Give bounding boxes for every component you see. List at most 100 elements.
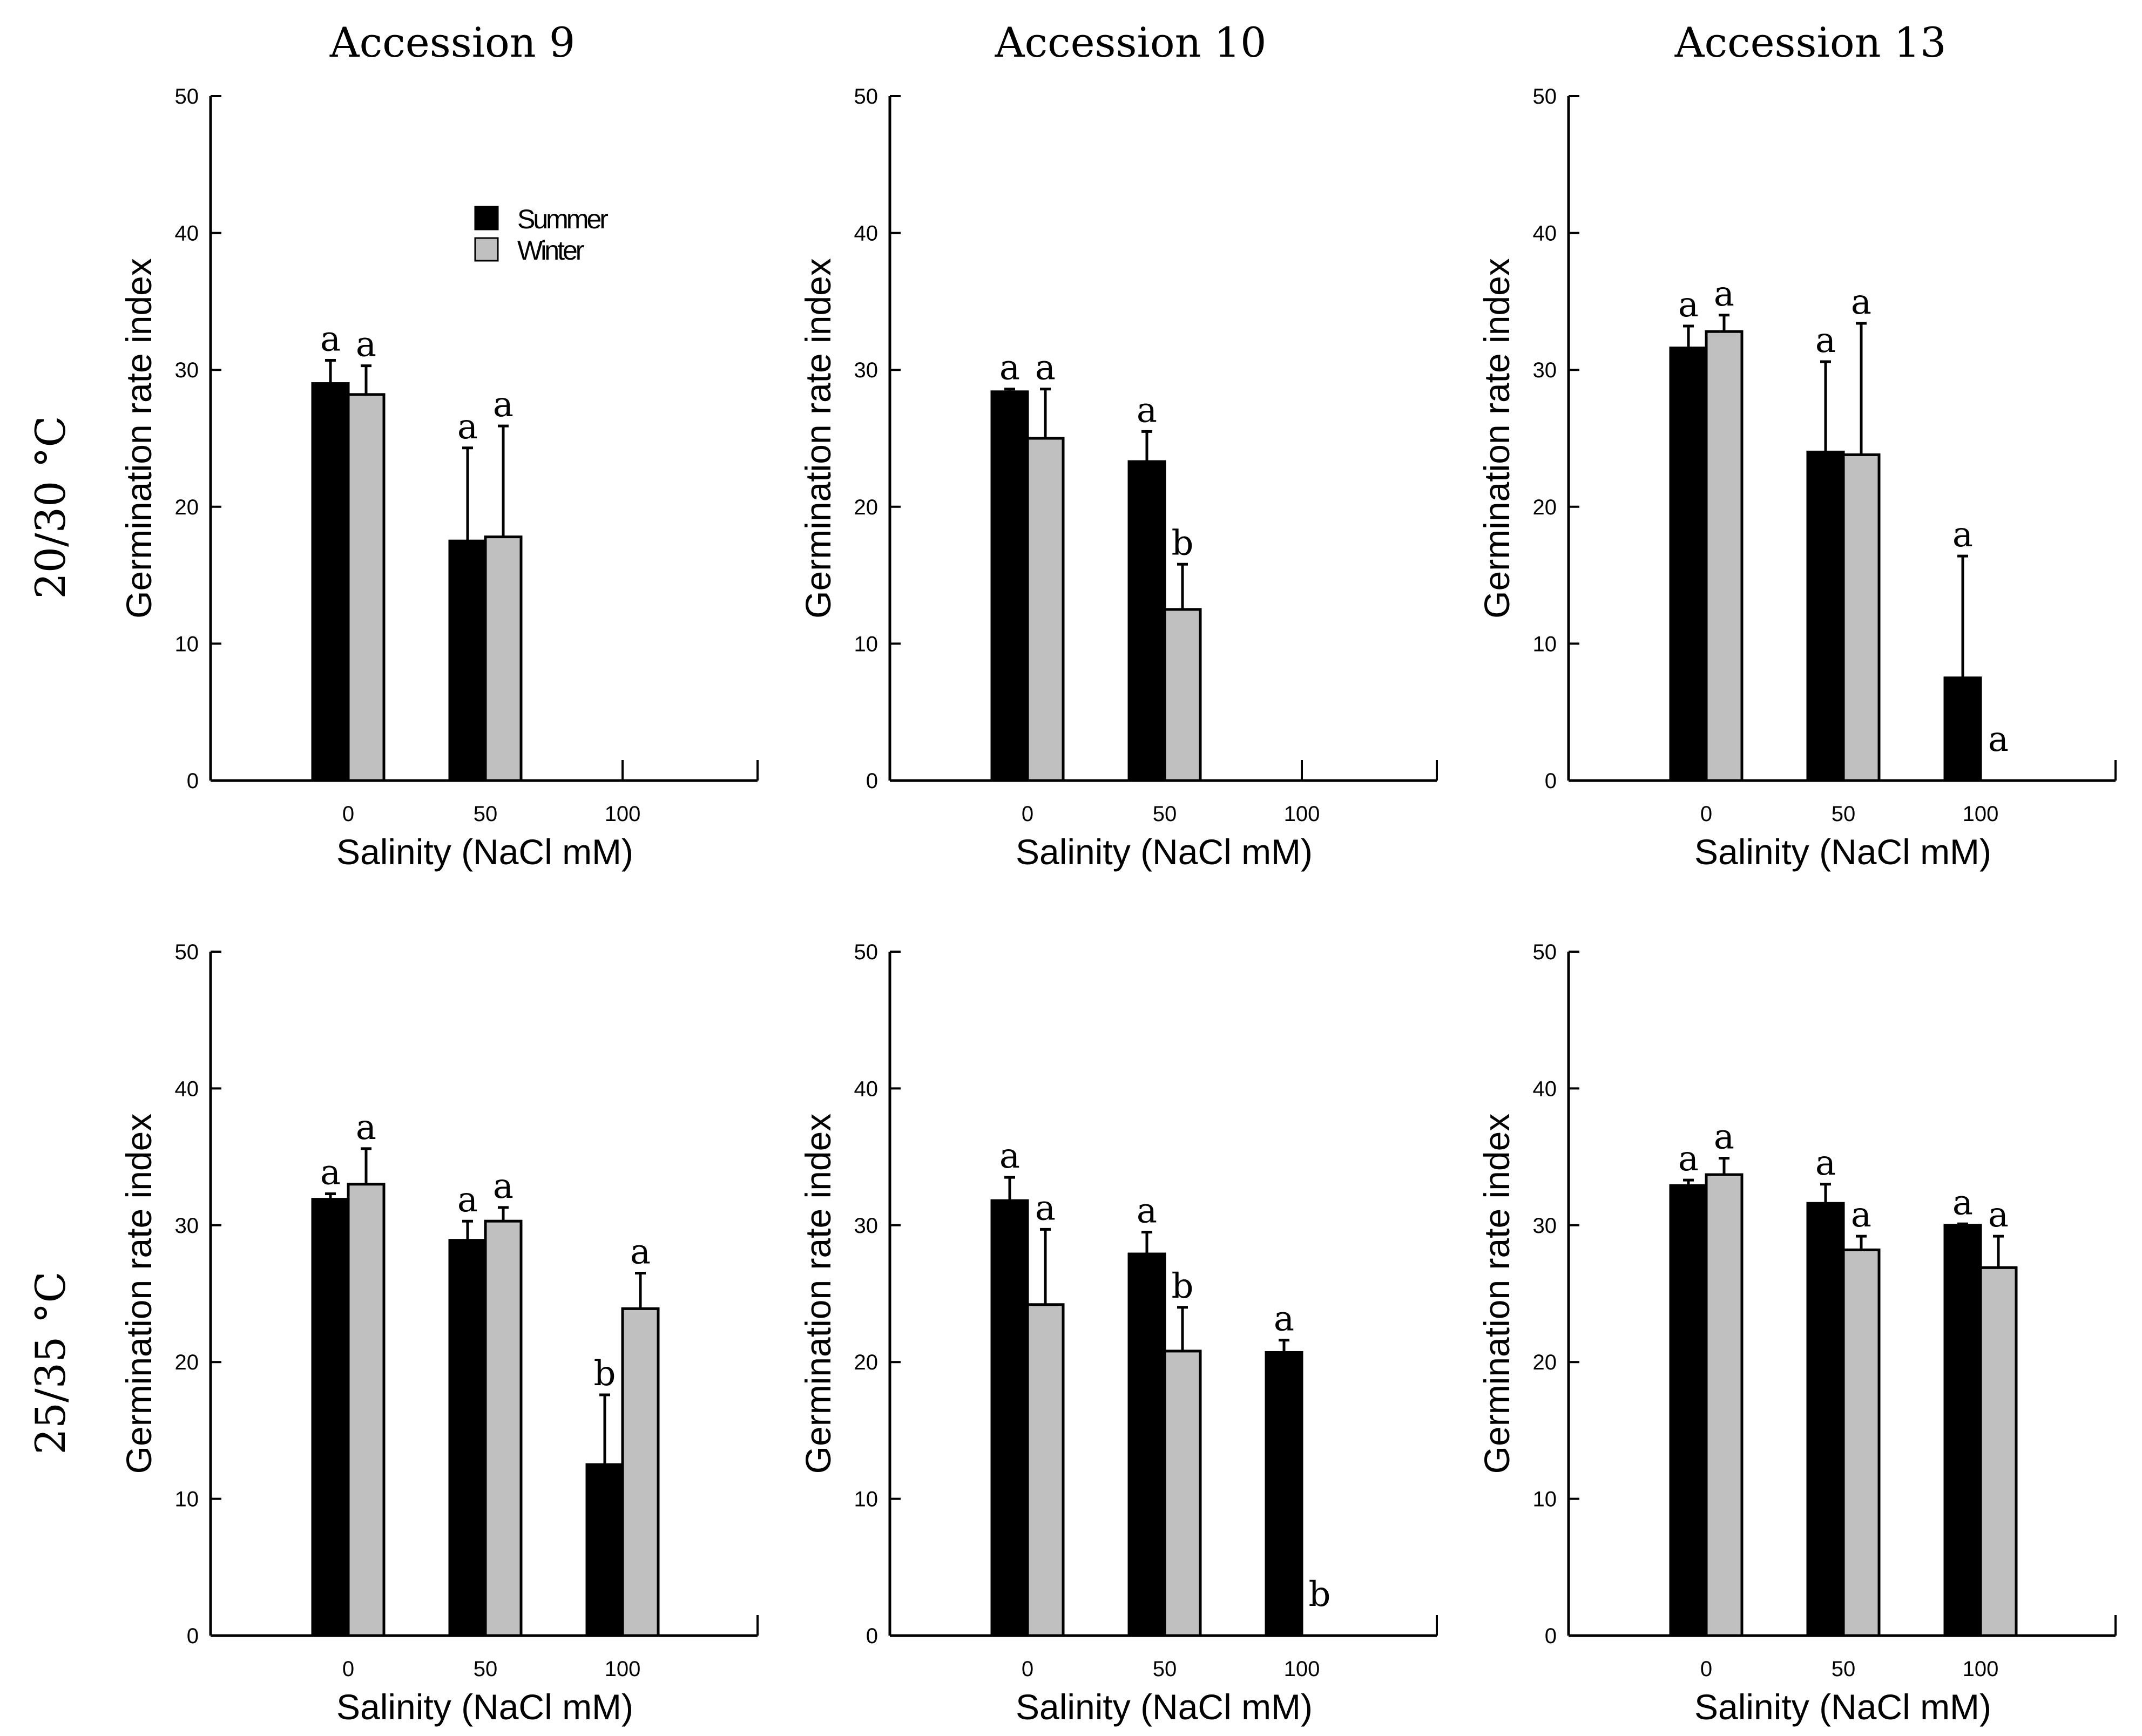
y-tick-label: 50 [1533, 85, 1557, 109]
bar-summer-100 [1943, 1224, 1982, 1637]
significance-letter: a [999, 348, 1020, 388]
x-tick-label: 0 [1022, 1657, 1033, 1681]
y-tick-label: 10 [1533, 632, 1557, 656]
legend-label-summer: Summer [517, 204, 608, 234]
bar-summer-0 [311, 382, 350, 782]
x-axis-label: Salinity (NaCl mM) [1694, 832, 1991, 872]
y-tick-label: 50 [854, 85, 879, 109]
significance-letter: a [356, 325, 376, 365]
y-tick-label: 50 [175, 940, 199, 964]
bar-summer-50 [448, 539, 487, 782]
x-tick-label: 0 [342, 802, 354, 826]
significance-letter: a [1035, 348, 1056, 388]
significance-letter: a [1274, 1299, 1294, 1339]
y-tick-label: 0 [866, 1624, 878, 1648]
significance-letter: a [1815, 321, 1836, 361]
y-tick-label: 0 [187, 769, 199, 793]
y-tick-label: 20 [1533, 496, 1557, 519]
legend-label-winter: Winter [517, 235, 584, 266]
significance-letter: a [630, 1232, 651, 1272]
x-tick-label: 0 [1700, 802, 1712, 826]
y-tick-label: 30 [1533, 358, 1557, 382]
panel-1-2: 0 10 20 30 40 50 0 50 100 Salinity (NaCl mM) Germi… [798, 85, 1438, 872]
bar-winter-0 [347, 393, 386, 782]
panel-2-3: 0 10 20 30 40 50 0 50 100 Salinity (NaCl mM) Germi… [1477, 940, 2117, 1727]
x-tick-label: 50 [1153, 802, 1177, 826]
bar-winter-50 [1842, 453, 1881, 782]
x-tick-label: 100 [1963, 802, 1999, 826]
significance-letter: a [320, 319, 341, 359]
x-tick-label: 50 [1832, 1657, 1856, 1681]
x-tick-label: 100 [1284, 802, 1320, 826]
y-axis-label: Germination rate index [1477, 1114, 1517, 1474]
y-tick-label: 10 [175, 1488, 199, 1511]
legend-swatch-summer [474, 206, 499, 230]
bar-winter-0 [1705, 1173, 1744, 1637]
y-tick-label: 0 [187, 1624, 199, 1648]
x-axis-label: Salinity (NaCl mM) [336, 1687, 633, 1727]
significance-letter: a [1714, 1117, 1734, 1157]
significance-letter: a [1815, 1143, 1836, 1183]
y-tick-label: 20 [854, 1351, 879, 1374]
significance-letter: a [457, 407, 478, 447]
significance-letter: a [1988, 1195, 2009, 1235]
panel-2-1: 0 10 20 30 40 50 0 50 100 Salinity (NaCl mM) Germi… [119, 940, 759, 1727]
y-tick-label: 0 [1545, 769, 1557, 793]
legend-swatch-winter [474, 237, 499, 262]
bar-summer-100 [585, 1463, 624, 1637]
y-axis-label: Germination rate index [798, 1114, 838, 1474]
y-tick-label: 40 [854, 222, 879, 246]
bar-winter-100 [621, 1307, 660, 1637]
significance-letter: a [1714, 274, 1734, 314]
bar-winter-0 [1026, 1303, 1065, 1637]
y-tick-label: 10 [175, 632, 199, 656]
y-tick-label: 20 [854, 496, 879, 519]
y-axis-label: Germination rate index [119, 258, 159, 619]
significance-letter: b [1172, 523, 1194, 563]
bar-summer-50 [448, 1239, 487, 1637]
bar-summer-50 [1127, 1252, 1166, 1637]
row-label-25-35: 25/35 °C [26, 1271, 75, 1454]
x-tick-label: 0 [1700, 1657, 1712, 1681]
significance-letter: a [1952, 1183, 1973, 1223]
bar-winter-0 [1026, 437, 1065, 782]
bar-winter-50 [1163, 1350, 1202, 1637]
significance-letter: a [1678, 285, 1699, 325]
bar-summer-50 [1806, 450, 1845, 782]
significance-letter: a [457, 1180, 478, 1220]
x-tick-label: 50 [474, 1657, 498, 1681]
y-tick-label: 10 [854, 1488, 879, 1511]
y-tick-label: 0 [866, 769, 878, 793]
y-axis-label: Germination rate index [1477, 258, 1517, 619]
significance-letter: a [1851, 282, 1871, 322]
y-tick-label: 50 [854, 940, 879, 964]
row-label-20-30: 20/30 °C [26, 416, 75, 599]
y-tick-label: 50 [1533, 940, 1557, 964]
significance-letter: a [1988, 720, 2009, 760]
column-titles: Accession 9 Accession 10 Accession 13 [329, 18, 1947, 66]
significance-letter: b [1172, 1266, 1194, 1306]
x-tick-label: 100 [1284, 1657, 1320, 1681]
x-tick-label: 0 [1022, 802, 1033, 826]
column-title-accession-9: Accession 9 [329, 18, 576, 66]
y-tick-label: 10 [1533, 1488, 1557, 1511]
y-tick-label: 20 [1533, 1351, 1557, 1374]
x-tick-label: 0 [342, 1657, 354, 1681]
bar-winter-50 [484, 535, 523, 782]
row-labels: 20/30 °C 25/35 °C [26, 416, 75, 1454]
bar-winter-100 [1979, 1266, 2018, 1637]
bar-winter-50 [1842, 1248, 1881, 1637]
y-axis-label: Germination rate index [798, 258, 838, 619]
significance-letter: a [999, 1136, 1020, 1176]
x-axis-label: Salinity (NaCl mM) [1016, 1687, 1313, 1727]
column-title-accession-13: Accession 13 [1674, 18, 1947, 66]
significance-letter: a [1952, 515, 1973, 555]
bar-summer-50 [1127, 460, 1166, 782]
significance-letter: a [1137, 390, 1157, 430]
x-axis-label: Salinity (NaCl mM) [336, 832, 633, 872]
y-tick-label: 50 [175, 85, 199, 109]
bar-winter-50 [1163, 608, 1202, 782]
y-tick-label: 20 [175, 496, 199, 519]
